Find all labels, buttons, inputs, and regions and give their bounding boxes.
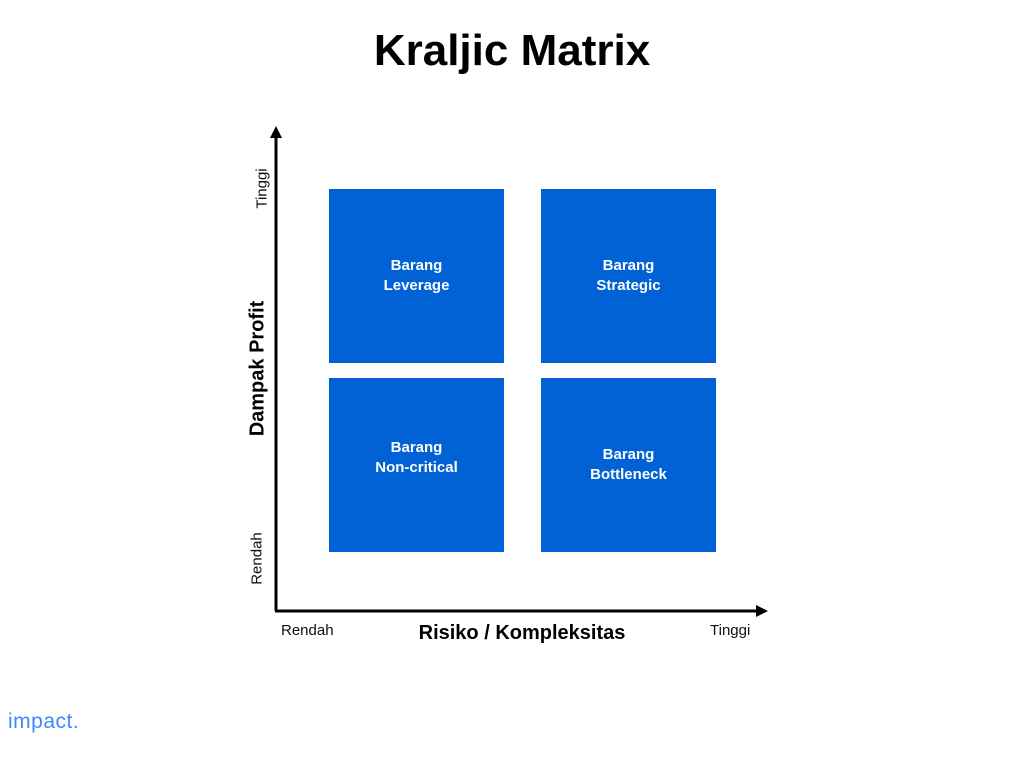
y-axis-arrow bbox=[270, 126, 282, 138]
quadrant-strategic: Barang Strategic bbox=[541, 189, 716, 363]
x-axis-high-label: Tinggi bbox=[710, 622, 751, 639]
quadrant-label: Strategic bbox=[596, 277, 661, 294]
quadrant-label: Non-critical bbox=[375, 459, 458, 476]
impact-logo: impact. bbox=[8, 710, 80, 733]
x-axis-arrow bbox=[756, 605, 768, 617]
quadrant-label: Bottleneck bbox=[590, 466, 667, 483]
diagram-title: Kraljic Matrix bbox=[373, 26, 651, 75]
quadrant-label: Leverage bbox=[383, 277, 450, 294]
quadrant-bottleneck: Barang Bottleneck bbox=[541, 378, 716, 552]
y-axis-title: Dampak Profit bbox=[246, 300, 269, 437]
y-axis-low-label: Rendah bbox=[248, 532, 266, 585]
quadrant-label: Barang bbox=[390, 257, 443, 274]
quadrant-label: Barang bbox=[390, 439, 443, 456]
x-axis-low-label: Rendah bbox=[281, 622, 334, 639]
x-axis-title: Risiko / Kompleksitas bbox=[418, 622, 626, 644]
y-axis-high-label: Tinggi bbox=[253, 168, 271, 209]
quadrant-label: Barang bbox=[602, 257, 655, 274]
quadrant-non-critical: Barang Non-critical bbox=[329, 378, 504, 552]
quadrant-leverage: Barang Leverage bbox=[329, 189, 504, 363]
quadrant-label: Barang bbox=[602, 446, 655, 463]
